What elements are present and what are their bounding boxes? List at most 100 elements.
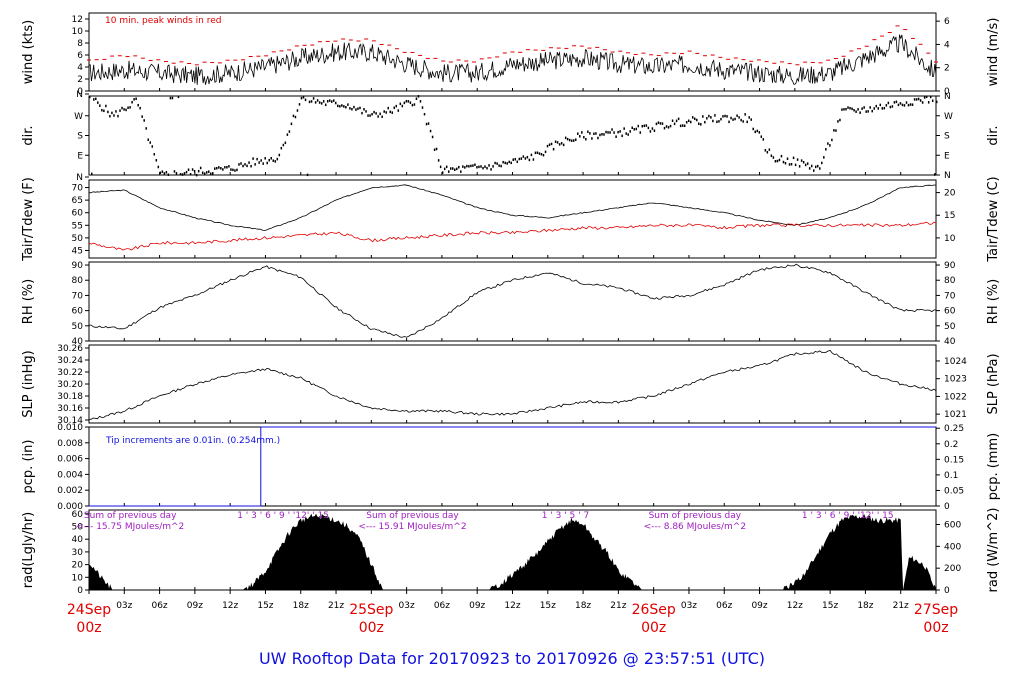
wind-speed-series [88, 34, 937, 85]
tick-label-left-wind: 6 [77, 51, 83, 61]
dir-point [228, 165, 230, 168]
tick-label-left-pcp: 0.000 [57, 502, 83, 512]
dir-point [117, 114, 119, 118]
dir-point [403, 101, 406, 105]
tick-label-right-dir: N [944, 171, 951, 181]
time-tick-label: 12z [787, 601, 803, 611]
time-tick-label: 15z [540, 601, 556, 611]
dir-point [808, 167, 811, 170]
dir-point [262, 162, 264, 165]
ylabel-left-temp: Tair/Tdew (F) [21, 177, 36, 262]
dir-point [236, 168, 238, 172]
dir-point [827, 142, 829, 145]
radiation-area [89, 513, 936, 590]
tick-label-left-temp: 45 [72, 246, 83, 256]
dir-point [778, 158, 781, 162]
dir-point [700, 123, 702, 126]
dir-point [351, 107, 353, 111]
time-tick-label: 18z [857, 601, 873, 611]
dir-point [514, 157, 517, 161]
tick-label-left-rad: 40 [72, 535, 84, 545]
dir-point [377, 115, 379, 118]
dir-point [278, 153, 281, 157]
dir-point [101, 108, 103, 112]
dir-point [579, 135, 581, 138]
dir-point [337, 104, 339, 108]
dir-point [492, 165, 494, 168]
dir-point [429, 129, 432, 133]
dir-point [841, 108, 843, 111]
dir-point [534, 151, 537, 155]
dir-point [201, 171, 204, 174]
dir-point [506, 162, 508, 165]
dir-point [462, 165, 464, 168]
tick-label-right-dir: N [944, 92, 951, 102]
dir-point [328, 99, 331, 102]
tick-label-left-rad: 10 [72, 573, 84, 583]
dir-point [655, 122, 658, 126]
dir-point [518, 157, 521, 161]
dir-point [133, 98, 135, 101]
dir-point [220, 167, 222, 170]
dir-point [623, 127, 625, 130]
dir-point [760, 135, 763, 138]
ylabel-right-temp: Tair/Tdew (C) [986, 176, 1001, 262]
time-tick-label: 09z [187, 601, 203, 611]
dir-point [589, 132, 591, 135]
dir-point [869, 106, 871, 109]
tick-label-left-dir: N [76, 173, 83, 183]
time-tick-label: 09z [469, 601, 485, 611]
dir-point [379, 112, 381, 116]
dir-point [248, 161, 250, 164]
tick-label-left-temp: 70 [72, 184, 84, 194]
dir-point [810, 164, 813, 168]
dir-point [427, 122, 430, 125]
dir-point [458, 165, 460, 169]
dir-point [835, 129, 837, 132]
tick-label-left-rad: 60 [72, 510, 84, 520]
dir-point [129, 106, 131, 109]
dir-point [911, 103, 914, 106]
dir-point [613, 131, 615, 134]
dir-point [552, 147, 555, 151]
dir-point [796, 158, 799, 161]
tick-label-right-slp: 1022 [944, 392, 967, 402]
dir-point [224, 166, 226, 169]
dir-point [161, 170, 164, 173]
day-hour-label: 00z [641, 620, 666, 636]
dir-point [530, 153, 533, 157]
dir-point [498, 164, 500, 167]
dir-point [510, 161, 512, 165]
dir-point [641, 124, 644, 128]
dir-point [927, 101, 930, 104]
dir-point [452, 167, 454, 170]
dir-point [109, 114, 111, 118]
dir-point [857, 108, 859, 111]
ylabel-left-rad: rad(Lgly/hr) [21, 512, 36, 588]
dir-point [566, 137, 569, 141]
tick-label-left-slp: 30.24 [57, 356, 83, 366]
dir-point [393, 106, 396, 110]
dir-point [845, 107, 847, 111]
dir-point [528, 158, 531, 162]
dir-point [143, 119, 145, 122]
dir-point [369, 114, 371, 117]
dir-point [516, 160, 519, 164]
tick-label-left-dir: E [77, 151, 83, 161]
tick-label-left-rad: 20 [72, 561, 84, 571]
tick-label-right-rad: 600 [944, 521, 961, 531]
dir-point [107, 110, 109, 114]
day-label: 27Sep [914, 602, 958, 618]
time-tick-label: 09z [751, 601, 767, 611]
dir-point [895, 100, 898, 104]
dir-point [714, 114, 716, 117]
dir-point [310, 100, 313, 103]
dir-point [210, 172, 212, 176]
dir-point [298, 103, 301, 106]
slp-series [88, 349, 937, 420]
dir-point [607, 131, 609, 134]
weather-chart: wind (kts) wind (m/s) 0 2 4 6 8 10 12 0 2 4 6 10 min.… [21, 12, 1001, 636]
dir-point [294, 115, 297, 119]
dir-point [887, 101, 890, 105]
tick-label-right-temp: 10 [944, 234, 956, 244]
